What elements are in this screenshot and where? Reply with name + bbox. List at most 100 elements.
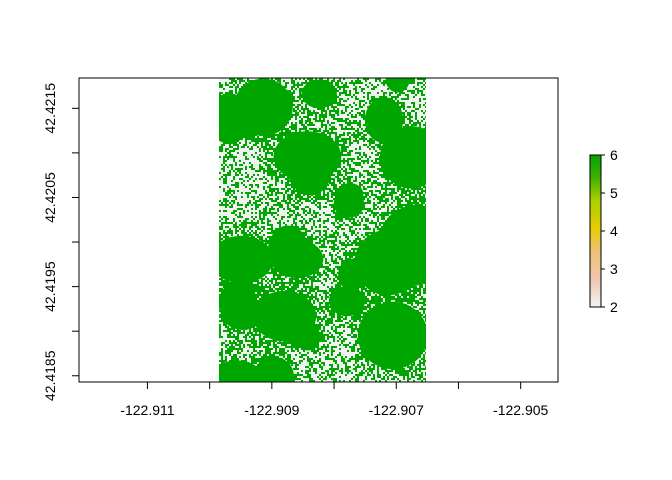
raster-row (219, 328, 426, 330)
raster-row (223, 272, 426, 274)
raster-row (221, 202, 425, 204)
raster-row (219, 130, 423, 132)
raster-row (219, 148, 425, 150)
legend-color-bar (590, 155, 601, 307)
raster-row (219, 270, 426, 272)
raster-row (221, 102, 426, 104)
raster-row (219, 220, 426, 222)
raster-row (225, 192, 426, 194)
raster-row (219, 228, 426, 230)
raster-row (219, 334, 426, 336)
raster-row (221, 134, 419, 136)
raster-row (219, 136, 425, 138)
raster-row (219, 86, 426, 88)
raster-row (231, 184, 425, 186)
legend-tick-label: 4 (610, 223, 618, 239)
x-tick-label: -122.907 (369, 402, 424, 418)
raster-row (219, 240, 426, 242)
raster-row (219, 132, 426, 134)
raster-row (219, 84, 425, 86)
raster-row (219, 204, 426, 206)
raster-row (219, 124, 426, 126)
raster-row (219, 278, 426, 280)
raster-row (219, 354, 425, 356)
raster-row (225, 206, 425, 208)
raster-row (223, 286, 426, 288)
x-tick-label: -122.911 (120, 402, 174, 418)
x-tick-label: -122.909 (244, 402, 299, 418)
raster-row (221, 256, 426, 258)
raster-row (219, 294, 421, 296)
raster-row (221, 362, 425, 364)
raster-row (223, 230, 426, 232)
raster-row (219, 254, 426, 256)
raster-row (219, 96, 415, 98)
raster-row (229, 196, 425, 198)
raster-row (223, 158, 426, 160)
raster-row (219, 320, 426, 322)
y-axis: 42.4185 42.4195 42.4205 42.4215 (42, 83, 80, 401)
raster-row (219, 232, 426, 234)
raster-row (223, 190, 426, 192)
raster-row (219, 298, 426, 300)
y-tick-label: 42.4215 (42, 83, 58, 134)
raster-row (219, 236, 426, 238)
raster-row (221, 168, 426, 170)
raster-row (221, 318, 426, 320)
raster-row (219, 114, 417, 116)
raster-row (219, 172, 423, 174)
raster-row (219, 376, 423, 378)
raster-row (223, 244, 426, 246)
raster-row (219, 178, 426, 180)
raster-row (235, 338, 423, 340)
raster-row (219, 266, 425, 268)
raster-row (219, 150, 426, 152)
raster-row (221, 280, 426, 282)
y-tick-label: 42.4195 (42, 261, 58, 312)
raster-row (221, 122, 426, 124)
raster-row (219, 336, 426, 338)
raster-row (219, 372, 426, 374)
raster-row (219, 310, 425, 312)
raster-row (219, 112, 425, 114)
raster-row (223, 188, 426, 190)
raster-row (219, 304, 426, 306)
raster-row (219, 248, 425, 250)
raster-row (221, 252, 426, 254)
raster-row (219, 306, 423, 308)
raster-row (223, 142, 426, 144)
raster-row (221, 358, 425, 360)
raster-row (225, 194, 425, 196)
raster-row (219, 378, 426, 380)
raster-row (221, 144, 426, 146)
raster-row (221, 218, 426, 220)
raster-row (219, 330, 423, 332)
raster-row (225, 340, 425, 342)
raster-row (219, 366, 426, 368)
raster-row (221, 116, 426, 118)
raster-row (223, 88, 425, 90)
legend-tick-label: 5 (610, 185, 618, 201)
raster-row (219, 326, 426, 328)
raster-row (219, 210, 426, 212)
raster-row (223, 246, 426, 248)
raster-row (221, 140, 426, 142)
raster-row (219, 316, 426, 318)
raster-row (231, 80, 425, 82)
raster-row (219, 332, 426, 334)
raster-row (219, 288, 426, 290)
raster-row (219, 118, 425, 120)
raster-row (219, 242, 426, 244)
legend-tick-label: 6 (610, 147, 618, 163)
raster-row (221, 222, 426, 224)
raster-row (219, 226, 425, 228)
raster-row (219, 216, 426, 218)
raster-row (221, 224, 426, 226)
raster-row (223, 182, 425, 184)
raster-row (219, 296, 423, 298)
y-tick-label: 42.4185 (42, 350, 58, 401)
raster-row (221, 308, 426, 310)
raster-row (227, 152, 423, 154)
raster-row (235, 214, 426, 216)
